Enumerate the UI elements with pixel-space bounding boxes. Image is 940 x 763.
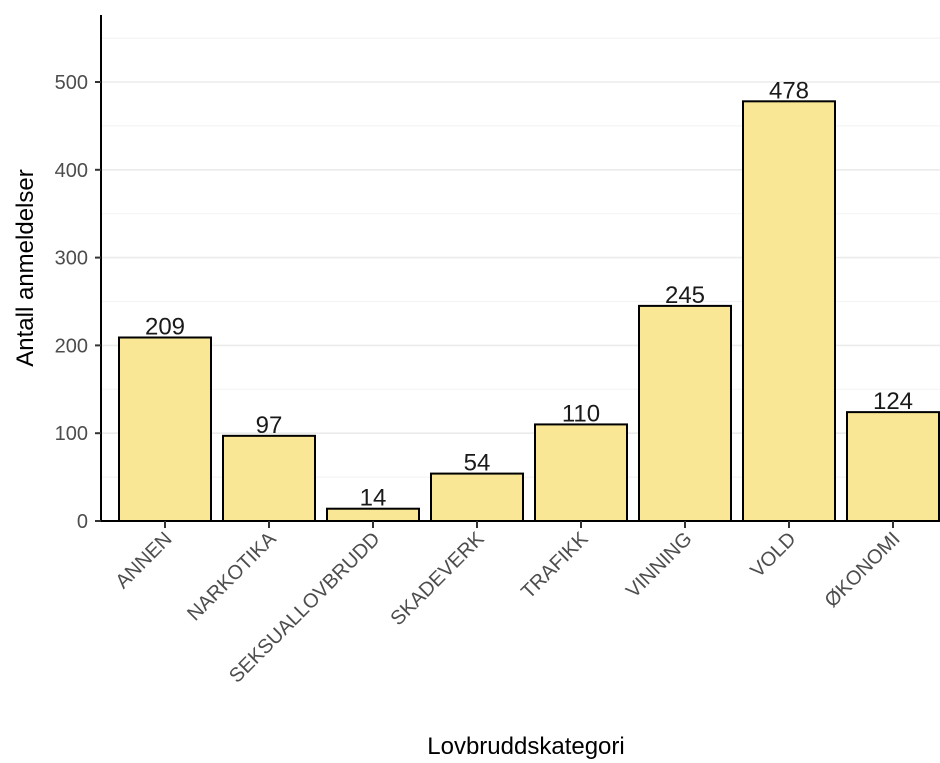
bar-value-label: 245	[665, 282, 705, 309]
bars	[118, 100, 940, 523]
axes	[100, 15, 940, 522]
bar-value-label: 110	[562, 400, 600, 427]
y-tick-label: 0	[77, 511, 88, 533]
bar	[638, 304, 732, 523]
y-tick-label: 500	[55, 72, 88, 94]
bar-value-label: 478	[769, 77, 809, 104]
y-tick-label: 100	[55, 423, 88, 445]
bar-value-label: 14	[360, 485, 387, 512]
y-tick-label: 200	[55, 335, 88, 357]
bar	[118, 336, 212, 522]
bar-value-label: 124	[873, 388, 913, 415]
x-tick-label: VOLD	[746, 528, 800, 582]
bar	[430, 472, 524, 523]
x-tick-label: NARKOTIKA	[183, 528, 281, 626]
bar	[534, 423, 628, 523]
x-axis-title: Lovbruddskategori	[427, 733, 624, 760]
y-tick-label: 400	[55, 160, 88, 182]
bar	[222, 434, 316, 523]
x-tick-label: TRAFIKK	[517, 528, 593, 604]
bar	[742, 100, 836, 522]
x-tick-label: VINNING	[622, 528, 696, 602]
bar-value-label: 97	[256, 412, 283, 439]
bar	[846, 411, 940, 522]
bar-value-label: 209	[145, 313, 185, 340]
y-tick-label: 300	[55, 248, 88, 270]
data-labels: 209 97 14 54 110 245 478 124	[145, 77, 913, 511]
y-axis-title: Antall anmeldelser	[12, 169, 39, 366]
x-tick-label: ØKONOMI	[821, 528, 905, 612]
bar-value-label: 54	[464, 450, 491, 477]
x-tick-label: SKADEVERK	[387, 528, 489, 630]
y-ticks: 0 100 200 300 400 500	[55, 72, 101, 533]
x-tick-label: ANNEN	[111, 528, 176, 593]
